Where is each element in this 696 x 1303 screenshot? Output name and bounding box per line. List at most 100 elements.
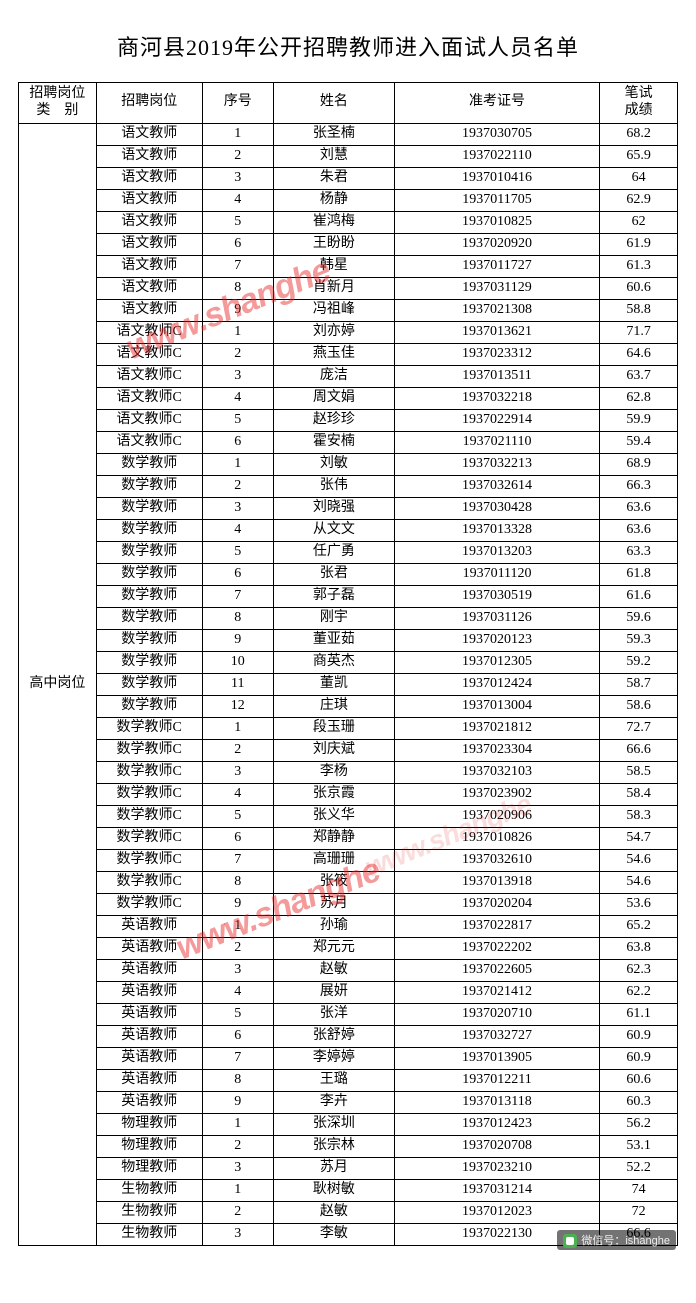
cell-exam_id: 1937013621 (394, 321, 599, 343)
cell-seq: 3 (202, 1223, 273, 1245)
cell-score: 63.6 (600, 519, 678, 541)
table-row: 语文教师C6霍安楠193702111059.4 (19, 431, 678, 453)
cell-position: 物理教师 (96, 1113, 202, 1135)
cell-score: 59.6 (600, 607, 678, 629)
cell-name: 庄琪 (273, 695, 394, 717)
cell-position: 语文教师 (96, 123, 202, 145)
cell-position: 数学教师C (96, 805, 202, 827)
cell-score: 62.9 (600, 189, 678, 211)
cell-position: 英语教师 (96, 937, 202, 959)
cell-position: 数学教师C (96, 739, 202, 761)
cell-name: 孙瑜 (273, 915, 394, 937)
cell-score: 56.2 (600, 1113, 678, 1135)
cell-position: 语文教师 (96, 167, 202, 189)
cell-seq: 4 (202, 783, 273, 805)
cell-position: 数学教师C (96, 849, 202, 871)
cell-exam_id: 1937031214 (394, 1179, 599, 1201)
cell-seq: 7 (202, 1047, 273, 1069)
table-row: 语文教师4杨静193701170562.9 (19, 189, 678, 211)
cell-name: 庞洁 (273, 365, 394, 387)
table-row: 英语教师2郑元元193702220263.8 (19, 937, 678, 959)
cell-exam_id: 1937030519 (394, 585, 599, 607)
candidates-table: 招聘岗位 类 别 招聘岗位 序号 姓名 准考证号 笔试 成绩 高中岗位语文教师1… (18, 82, 678, 1246)
cell-seq: 5 (202, 211, 273, 233)
cell-exam_id: 1937020123 (394, 629, 599, 651)
cell-exam_id: 1937013511 (394, 365, 599, 387)
cell-exam_id: 1937022817 (394, 915, 599, 937)
cell-exam_id: 1937011727 (394, 255, 599, 277)
cell-seq: 5 (202, 409, 273, 431)
table-header-row: 招聘岗位 类 别 招聘岗位 序号 姓名 准考证号 笔试 成绩 (19, 83, 678, 124)
table-row: 英语教师9李卉193701311860.3 (19, 1091, 678, 1113)
table-row: 英语教师5张洋193702071061.1 (19, 1003, 678, 1025)
cell-exam_id: 1937032218 (394, 387, 599, 409)
table-row: 物理教师2张宗林193702070853.1 (19, 1135, 678, 1157)
cell-score: 64.6 (600, 343, 678, 365)
cell-score: 63.6 (600, 497, 678, 519)
cell-name: 冯祖峰 (273, 299, 394, 321)
table-row: 语文教师3朱君193701041664 (19, 167, 678, 189)
table-row: 高中岗位语文教师1张圣楠193703070568.2 (19, 123, 678, 145)
cell-seq: 4 (202, 519, 273, 541)
cell-seq: 7 (202, 585, 273, 607)
cell-position: 数学教师 (96, 563, 202, 585)
footer-text: 微信号：ishanghe (581, 1235, 670, 1247)
cell-seq: 1 (202, 123, 273, 145)
cell-exam_id: 1937011705 (394, 189, 599, 211)
cell-position: 物理教师 (96, 1135, 202, 1157)
cell-seq: 3 (202, 497, 273, 519)
cell-seq: 9 (202, 1091, 273, 1113)
table-row: 数学教师4从文文193701332863.6 (19, 519, 678, 541)
cell-position: 英语教师 (96, 1069, 202, 1091)
table-row: 英语教师6张舒婷193703272760.9 (19, 1025, 678, 1047)
cell-position: 数学教师 (96, 453, 202, 475)
cell-position: 数学教师C (96, 717, 202, 739)
cell-position: 数学教师C (96, 783, 202, 805)
cell-exam_id: 1937022110 (394, 145, 599, 167)
cell-name: 李敏 (273, 1223, 394, 1245)
col-header-seq: 序号 (202, 83, 273, 124)
cell-seq: 8 (202, 607, 273, 629)
cell-seq: 7 (202, 849, 273, 871)
cell-seq: 10 (202, 651, 273, 673)
cell-score: 72.7 (600, 717, 678, 739)
table-row: 数学教师3刘晓强193703042863.6 (19, 497, 678, 519)
cell-score: 53.6 (600, 893, 678, 915)
cell-exam_id: 1937022605 (394, 959, 599, 981)
cell-exam_id: 1937013918 (394, 871, 599, 893)
category-cell: 高中岗位 (19, 123, 97, 1245)
table-row: 数学教师12庄琪193701300458.6 (19, 695, 678, 717)
cell-seq: 9 (202, 893, 273, 915)
cell-exam_id: 1937030428 (394, 497, 599, 519)
cell-position: 物理教师 (96, 1157, 202, 1179)
cell-seq: 3 (202, 761, 273, 783)
cell-seq: 8 (202, 277, 273, 299)
cell-seq: 3 (202, 1157, 273, 1179)
cell-name: 刘亦婷 (273, 321, 394, 343)
cell-score: 61.6 (600, 585, 678, 607)
cell-score: 60.6 (600, 277, 678, 299)
table-row: 语文教师2刘慧193702211065.9 (19, 145, 678, 167)
cell-score: 61.3 (600, 255, 678, 277)
cell-position: 语文教师 (96, 233, 202, 255)
cell-exam_id: 1937032610 (394, 849, 599, 871)
cell-exam_id: 1937010416 (394, 167, 599, 189)
cell-name: 张舒婷 (273, 1025, 394, 1047)
footer-wechat-badge: 微信号：ishanghe (557, 1230, 676, 1250)
cell-exam_id: 1937023210 (394, 1157, 599, 1179)
table-row: 数学教师10商英杰193701230559.2 (19, 651, 678, 673)
cell-name: 王盼盼 (273, 233, 394, 255)
cell-score: 66.6 (600, 739, 678, 761)
cell-position: 语文教师C (96, 321, 202, 343)
cell-name: 周文娟 (273, 387, 394, 409)
cell-position: 英语教师 (96, 1003, 202, 1025)
cell-name: 韩星 (273, 255, 394, 277)
cell-exam_id: 1937032727 (394, 1025, 599, 1047)
cell-score: 68.2 (600, 123, 678, 145)
cell-seq: 6 (202, 563, 273, 585)
cell-name: 刘晓强 (273, 497, 394, 519)
cell-name: 燕玉佳 (273, 343, 394, 365)
cell-position: 语文教师C (96, 343, 202, 365)
cell-seq: 2 (202, 343, 273, 365)
cell-score: 64 (600, 167, 678, 189)
